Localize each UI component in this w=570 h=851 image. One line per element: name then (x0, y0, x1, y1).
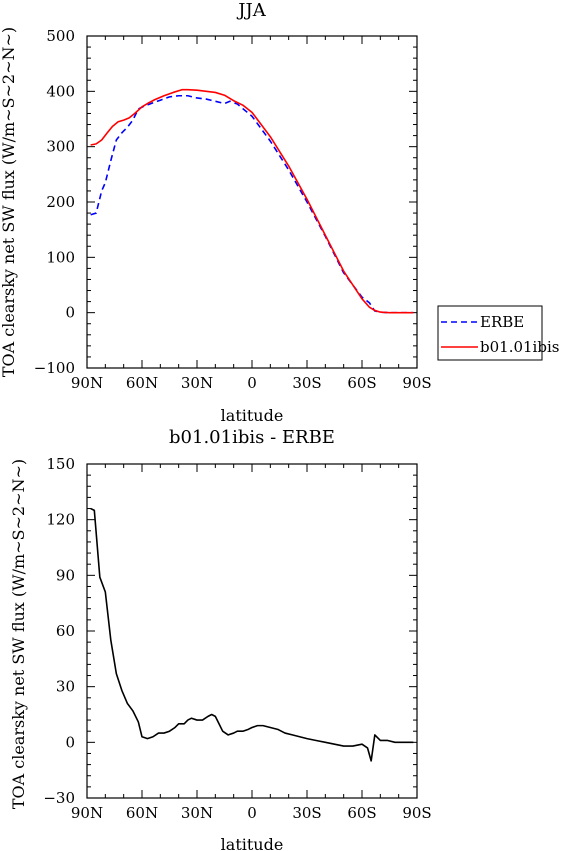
bottom-ytick-label: 90 (56, 566, 75, 584)
bottom-xtick-label: 60N (126, 804, 158, 822)
bottom-panel: b01.01ibis - ERBE 90N 60N 30N 0 30S 60S 90S −30… (9, 427, 432, 851)
top-xtick-label: 60S (347, 374, 376, 392)
top-xtick-label: 90S (402, 374, 431, 392)
top-ytick-label: 500 (46, 27, 75, 45)
bottom-ytick-label: 0 (65, 733, 75, 751)
bottom-panel-title: b01.01ibis - ERBE (169, 427, 335, 448)
legend-label-erbe: ERBE (480, 313, 524, 331)
bottom-ytick-label: 60 (56, 622, 75, 640)
bottom-series-difference-line (90, 507, 414, 762)
top-series-b01-01ibis-line (90, 88, 414, 314)
bottom-xtick-label: 90N (71, 804, 103, 822)
top-panel-title: JJA (236, 0, 266, 21)
top-ytick-label: −100 (34, 359, 75, 377)
bottom-xtick-label: 30N (181, 804, 213, 822)
bottom-panel-ticks: 90N 60N 30N 0 30S 60S 90S −30 0 30 60 90 120 150 (43, 455, 431, 822)
top-ytick-label: 100 (46, 248, 75, 266)
bottom-ytick-label: 150 (46, 455, 75, 473)
top-xtick-label: 0 (247, 374, 257, 392)
bottom-ytick-label: −30 (43, 789, 75, 807)
top-panel-ylabel: TOA clearsky net SW flux (W/m~S~2~N~) (0, 27, 18, 377)
legend: ERBE b01.01ibis (437, 305, 559, 361)
bottom-xtick-label: 90S (402, 804, 431, 822)
bottom-ytick-label: 30 (56, 678, 75, 696)
bottom-xtick-label: 60S (347, 804, 376, 822)
legend-label-model: b01.01ibis (480, 338, 559, 356)
top-ytick-label: 400 (46, 82, 75, 100)
top-panel-xlabel: latitude (221, 406, 284, 425)
bottom-panel-frame (86, 463, 418, 799)
bottom-panel-xlabel: latitude (221, 835, 284, 851)
bottom-xtick-label: 30S (292, 804, 321, 822)
top-xtick-label: 30S (292, 374, 321, 392)
bottom-panel-ylabel: TOA clearsky net SW flux (W/m~S~2~N~) (9, 459, 28, 809)
top-panel-series (90, 88, 414, 314)
bottom-panel-series (90, 507, 414, 762)
top-panel-frame (86, 35, 418, 369)
top-ytick-label: 300 (46, 138, 75, 156)
top-panel: JJA 90N 60N 30N 0 30S 60S 90S −100 0 100 200 300 400… (0, 0, 559, 425)
top-series-erbe-line (90, 94, 414, 314)
bottom-xtick-label: 0 (247, 804, 257, 822)
bottom-ytick-label: 120 (46, 511, 75, 529)
legend-box (437, 305, 543, 361)
top-ytick-label: 200 (46, 193, 75, 211)
top-xtick-label: 60N (126, 374, 158, 392)
top-xtick-label: 30N (181, 374, 213, 392)
top-ytick-label: 0 (65, 304, 75, 322)
top-xtick-label: 90N (71, 374, 103, 392)
top-panel-ticks: 90N 60N 30N 0 30S 60S 90S −100 0 100 200 300 400 500 (34, 27, 432, 392)
